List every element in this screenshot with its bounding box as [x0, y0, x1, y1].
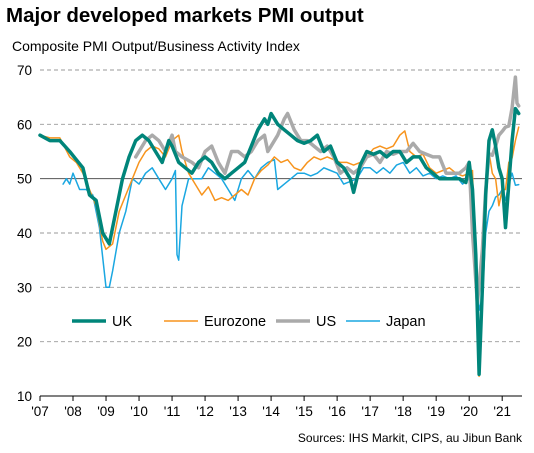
x-tick-label: '18 — [394, 404, 412, 419]
series-line-uk — [38, 106, 521, 377]
chart-title: Major developed markets PMI output — [6, 4, 364, 27]
y-tick-label: 40 — [17, 226, 32, 241]
legend-label-uk: UK — [112, 314, 132, 330]
legend-label-japan: Japan — [386, 314, 426, 330]
source-note: Sources: IHS Markit, CIPS, au Jibun Bank — [297, 431, 522, 445]
x-tick-label: '13 — [229, 404, 247, 419]
legend: UK Eurozone US Japan — [72, 314, 426, 330]
x-tick-label: '07 — [31, 404, 49, 419]
x-tick-label: '21 — [493, 404, 511, 419]
x-tick-label: '20 — [460, 404, 478, 419]
x-tick-label: '14 — [262, 404, 280, 419]
series-line-eurozone — [39, 126, 520, 378]
x-tick-label: '12 — [196, 404, 214, 419]
y-axis-ticks: 10 20 30 40 50 60 70 — [17, 63, 32, 404]
x-tick-label: '19 — [427, 404, 445, 419]
grid-lines — [40, 69, 522, 343]
x-axis-ticks: '07 '08 '09 '10 '11 '12 '13 '14 '15 '16 '17 '18 '19 '… — [31, 395, 522, 419]
y-tick-label: 60 — [17, 117, 32, 132]
series-line-us — [133, 75, 521, 306]
y-tick-label: 10 — [17, 389, 32, 404]
chart-subtitle: Composite PMI Output/Business Activity I… — [12, 38, 300, 54]
y-tick-label: 20 — [17, 335, 32, 350]
x-tick-label: '16 — [328, 404, 346, 419]
series-lines — [38, 75, 521, 378]
y-tick-label: 30 — [17, 280, 32, 295]
x-tick-label: '17 — [361, 404, 379, 419]
x-tick-label: '11 — [164, 404, 181, 419]
x-tick-label: '09 — [97, 404, 115, 419]
x-tick-label: '10 — [130, 404, 148, 419]
x-tick-label: '15 — [295, 404, 313, 419]
legend-label-eurozone: Eurozone — [204, 314, 266, 330]
y-tick-label: 50 — [17, 172, 32, 187]
legend-label-us: US — [316, 314, 336, 330]
x-tick-label: '08 — [64, 404, 82, 419]
y-tick-label: 70 — [17, 63, 32, 78]
